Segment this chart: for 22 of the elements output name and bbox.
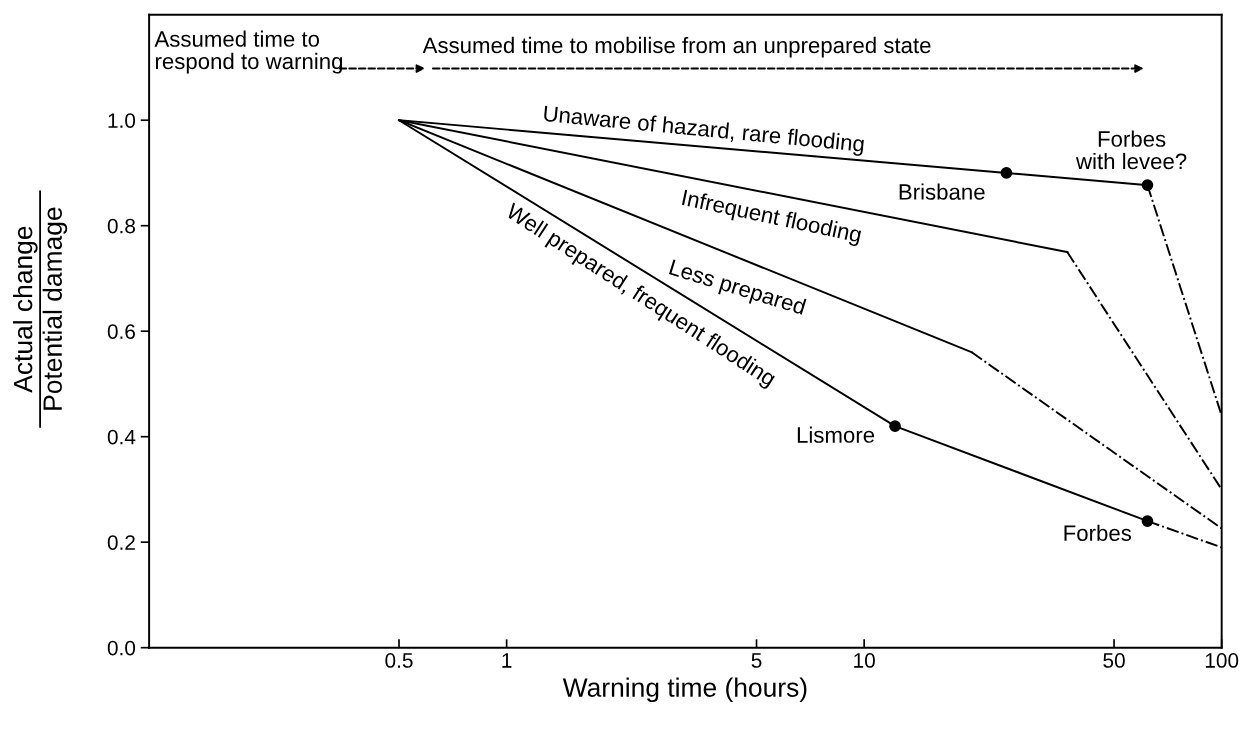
x-tick-label: 0.5 xyxy=(385,653,413,668)
y-tick-label: 0.0 xyxy=(107,640,136,656)
annotation: Brisbane xyxy=(899,183,985,200)
x-tick-label: 10 xyxy=(854,653,875,668)
y-tick-label: 1.0 xyxy=(108,113,136,128)
y-tick-label: 0.6 xyxy=(107,324,135,339)
annotation: Infrequent flooding xyxy=(681,189,862,247)
annotation: Forbes xyxy=(1064,524,1132,541)
x-axis-title: Warning time (hours) xyxy=(562,677,807,703)
x-tick-label: 50 xyxy=(1103,653,1125,668)
x-tick-label: 5 xyxy=(751,653,762,668)
x-tick-label: 1 xyxy=(502,653,512,668)
y-tick-label: 0.8 xyxy=(107,218,136,234)
y-axis-title: Actual change Potential damage xyxy=(12,207,68,410)
y-tick-label: 0.2 xyxy=(107,535,135,550)
annotation: Assumed time to mobilise from an unprepared state xyxy=(422,36,931,58)
annotation: Forbes with levee? xyxy=(1075,130,1187,170)
annotation: Assumed time to respond to warning xyxy=(154,30,343,74)
x-tick-label: 100 xyxy=(1205,653,1239,668)
y-tick-label: 0.4 xyxy=(107,429,136,445)
annotation: Lismore xyxy=(797,426,875,443)
annotation: Unaware of hazard, rare flooding xyxy=(543,104,865,157)
